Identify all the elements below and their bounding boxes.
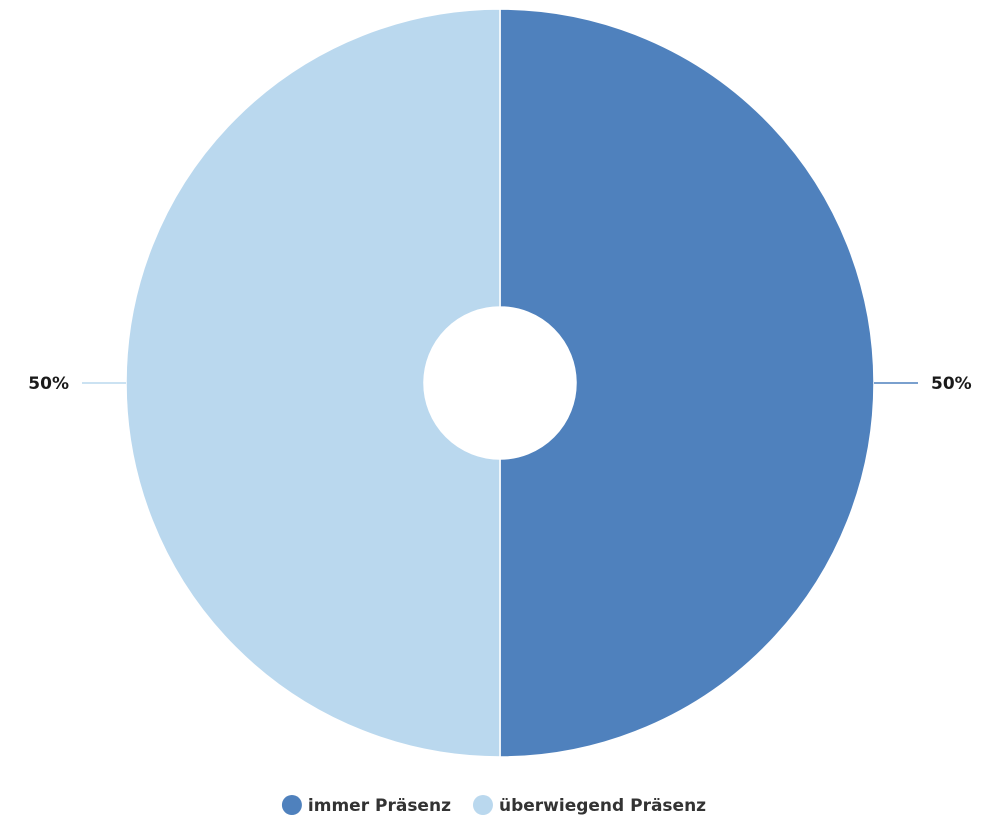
slice-2[interactable]: [125, 8, 501, 758]
legend: immer Präsenz überwiegend Präsenz: [281, 795, 706, 816]
legend-label-2: überwiegend Präsenz: [499, 796, 706, 816]
legend-label-1: immer Präsenz: [308, 796, 451, 816]
data-label-1: 50%: [931, 374, 972, 394]
slices-group: [125, 8, 875, 758]
data-labels-group: 50% 50%: [28, 374, 971, 394]
slice-1[interactable]: [499, 8, 875, 758]
legend-marker-1: [281, 795, 302, 815]
data-label-2: 50%: [28, 374, 69, 394]
legend-item-2[interactable]: überwiegend Präsenz: [472, 795, 706, 816]
legend-item-1[interactable]: immer Präsenz: [281, 795, 451, 816]
legend-marker-2: [472, 795, 493, 815]
